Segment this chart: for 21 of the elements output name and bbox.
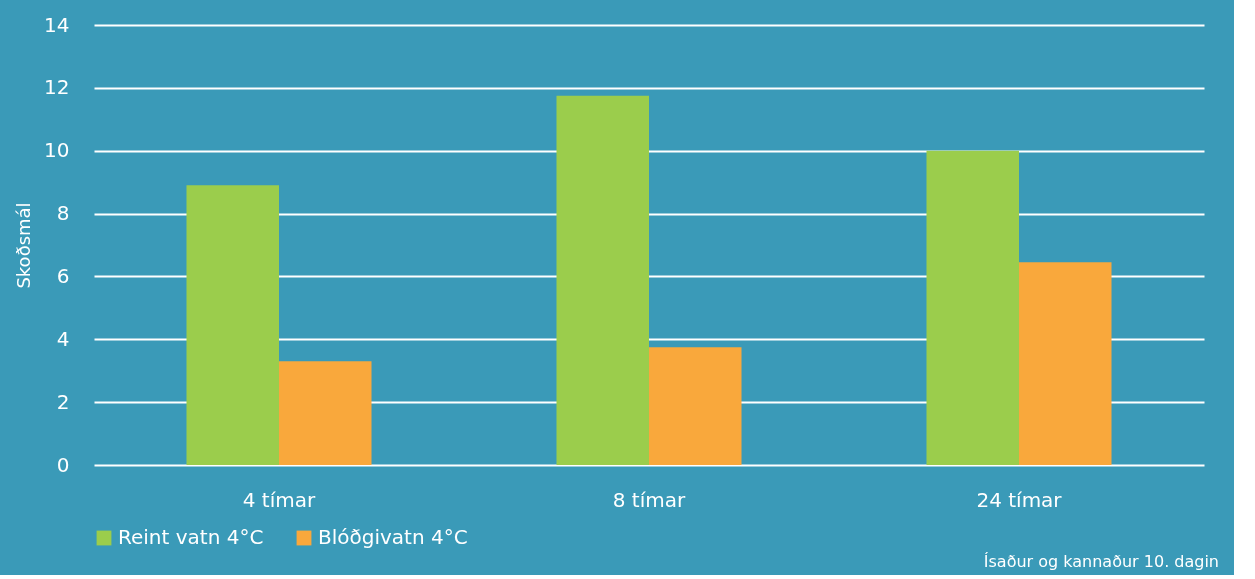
bar bbox=[556, 95, 649, 465]
bar bbox=[279, 361, 372, 465]
legend-label: Blóðgivatn 4°C bbox=[318, 525, 468, 549]
bar bbox=[186, 185, 279, 465]
bar bbox=[1019, 262, 1112, 465]
bar bbox=[926, 150, 1019, 465]
y-tick-label: 12 bbox=[44, 75, 70, 100]
y-tick-label: 8 bbox=[56, 201, 70, 226]
y-tick-label: 6 bbox=[56, 263, 70, 288]
bar bbox=[649, 347, 742, 465]
x-tick-label: 4 tímar bbox=[242, 487, 316, 512]
y-tick-label: 4 bbox=[56, 326, 70, 351]
x-tick-label: 24 tímar bbox=[976, 487, 1063, 512]
y-axis-title: Skoðsmál bbox=[13, 202, 35, 289]
y-tick-label: 10 bbox=[44, 138, 70, 163]
x-tick-label: 8 tímar bbox=[612, 487, 686, 512]
y-tick-label: 14 bbox=[44, 12, 70, 37]
legend-label: Reint vatn 4°C bbox=[118, 525, 264, 549]
text: Ísaður og kannaður 10. dagin bbox=[983, 552, 1219, 571]
y-tick-label: 2 bbox=[56, 389, 70, 414]
y-tick-label: 0 bbox=[56, 452, 70, 477]
